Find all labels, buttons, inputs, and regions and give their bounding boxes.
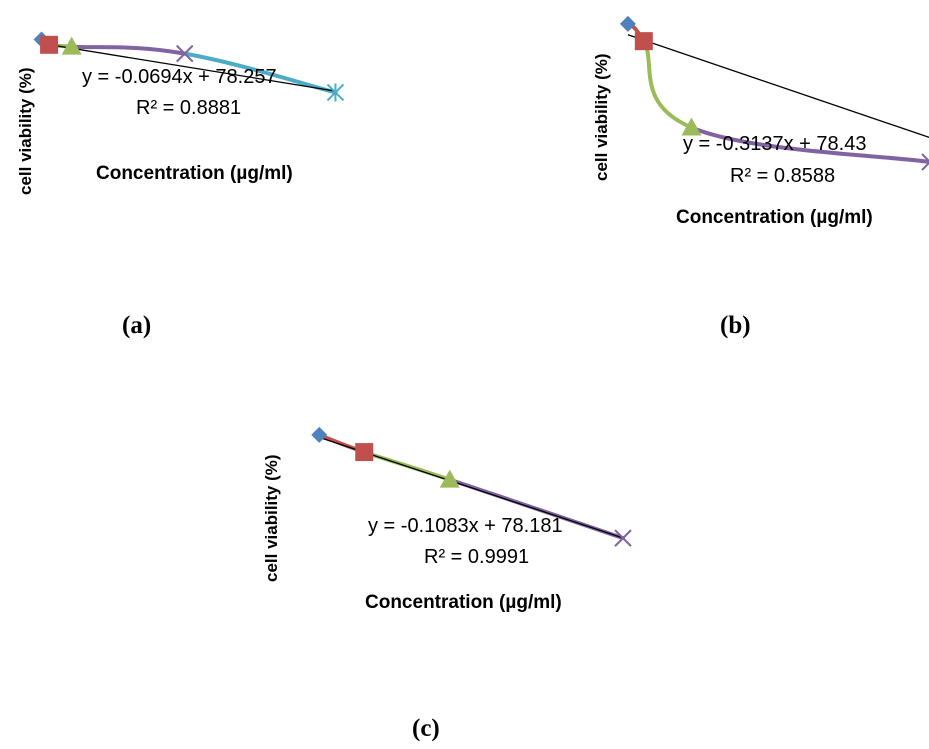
data-point-a-5-marker: [326, 83, 345, 102]
data-point-b-2-marker: [634, 32, 653, 51]
panel-caption-a: (a): [122, 312, 152, 339]
x-axis-label-c: Concentration (µg/ml): [365, 592, 562, 613]
data-point-c-1-marker: [311, 426, 328, 443]
x-axis-label-b: Concentration (µg/ml): [676, 207, 873, 228]
trendline-equation-b: y = -0.3137x + 78.43: [683, 133, 867, 155]
data-point-a-2-marker: [40, 35, 59, 54]
trendline-equation-a: y = -0.0694x + 78.257: [82, 66, 277, 88]
data-point-c-2-marker: [355, 443, 374, 462]
data-point-b-3-marker: [681, 117, 702, 136]
panel-caption-b: (b): [720, 312, 751, 339]
data-point-b-4-marker: [921, 153, 929, 171]
data-point-c-4-marker: [614, 529, 632, 547]
series-segment-a-3: [69, 44, 187, 56]
series-segment-b-3: [689, 125, 929, 164]
data-point-a-4-marker: [176, 44, 194, 63]
trendline-equation-c: y = -0.1083x + 78.181: [368, 515, 563, 537]
trendline-b: [627, 34, 929, 138]
r-squared-c: R² = 0.9991: [424, 546, 530, 568]
data-point-a-3-marker: [61, 36, 82, 55]
x-axis-label-a: Concentration (µg/ml): [96, 163, 293, 184]
r-squared-a: R² = 0.8881: [136, 97, 242, 119]
trendline-a: [41, 42, 336, 92]
r-squared-b: R² = 0.8588: [730, 165, 836, 187]
data-point-b-1-marker: [619, 15, 636, 32]
data-point-c-3-marker: [439, 469, 460, 488]
panel-caption-c: (c): [412, 715, 440, 742]
